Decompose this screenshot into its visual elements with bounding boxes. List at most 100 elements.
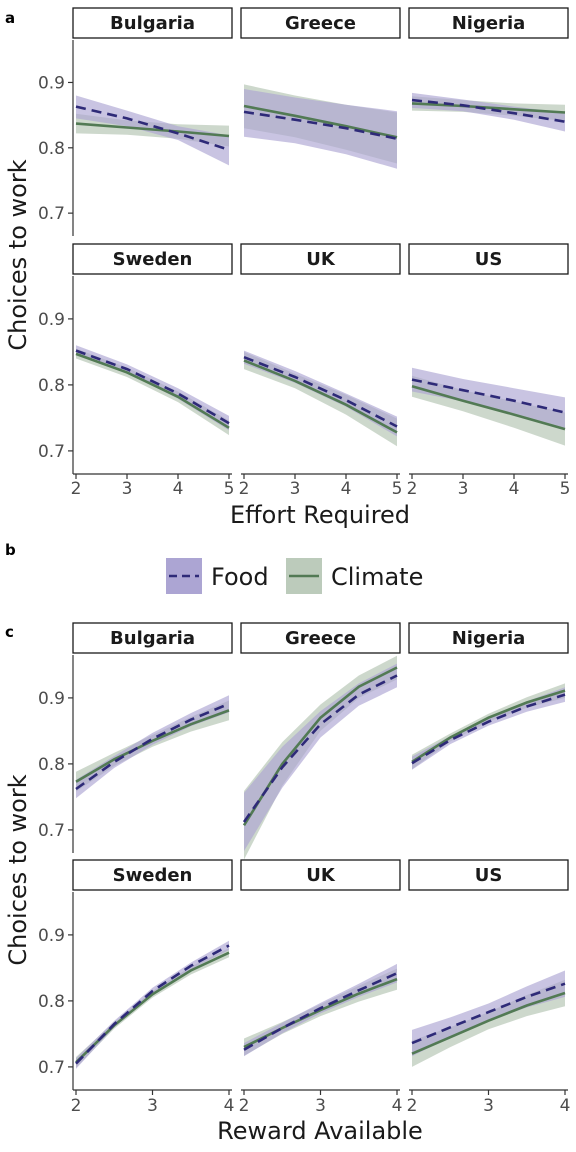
x-tick-label: 5 <box>560 479 571 499</box>
facet-greece: Greece <box>240 622 401 860</box>
food-ci-band <box>412 687 565 770</box>
food-ci-band <box>412 92 565 132</box>
y-tick-label: 0.9 <box>38 926 65 946</box>
facet-title: Sweden <box>113 865 193 886</box>
x-tick-label: 4 <box>224 1096 235 1116</box>
facet-title: Greece <box>285 13 356 34</box>
climate-line <box>75 122 230 138</box>
climate-ci-band <box>76 948 229 1068</box>
facet-nigeria: Nigeria <box>408 7 569 132</box>
x-tick-label: 3 <box>315 1096 326 1116</box>
x-tick-label: 2 <box>239 479 250 499</box>
climate-line <box>242 666 398 826</box>
x-tick-label: 2 <box>407 479 418 499</box>
facet-strip <box>408 243 569 275</box>
y-tick-label: 0.9 <box>38 689 65 709</box>
x-tick-label: 4 <box>560 1096 571 1116</box>
facet-strip <box>72 243 233 275</box>
climate-line <box>411 991 566 1055</box>
climate-line <box>75 951 230 1064</box>
y-tick-label: 0.7 <box>38 442 65 462</box>
food-line <box>411 982 566 1045</box>
climate-line <box>243 104 398 139</box>
food-line <box>75 702 230 791</box>
x-tick-label: 3 <box>458 479 469 499</box>
climate-line <box>411 689 566 763</box>
facet-us: US 2 3 4 <box>407 859 571 1116</box>
food-ci-band <box>76 940 229 1069</box>
panel-letter-b: b <box>5 541 16 559</box>
legend: Food Climate <box>166 558 423 594</box>
x-tick-label: 4 <box>509 479 520 499</box>
climate-line <box>75 709 230 783</box>
facet-title: Sweden <box>113 249 193 270</box>
facet-bulgaria: Bulgaria 0.7 0.8 0.9 <box>38 7 233 236</box>
legend-label-food: Food <box>211 563 269 591</box>
food-line <box>75 105 230 152</box>
y-tick-label: 0.9 <box>38 73 65 93</box>
food-line <box>243 972 398 1051</box>
panel-a-effort-chart: Bulgaria 0.7 0.8 0.9 Greece Nigeria Sweden 0.7 0… <box>4 7 571 529</box>
food-line <box>75 349 230 425</box>
facet-strip <box>240 243 401 275</box>
facet-title: Bulgaria <box>110 628 195 649</box>
facet-title: UK <box>306 865 336 886</box>
y-tick-label: 0.9 <box>38 310 65 330</box>
facet-title: Greece <box>285 628 356 649</box>
food-line <box>243 355 398 428</box>
x-tick-label: 3 <box>122 479 133 499</box>
food-ci-band <box>244 663 397 851</box>
x-axis-title: Reward Available <box>217 1117 423 1145</box>
facet-greece: Greece <box>240 7 401 169</box>
y-tick-label: 0.8 <box>38 755 65 775</box>
facet-strip <box>408 622 569 654</box>
facet-strip <box>240 7 401 39</box>
panel-c-reward-chart: Bulgaria 0.7 0.8 0.9 Greece Nigeria Sweden 0.7 0… <box>4 622 571 1145</box>
facet-title: US <box>475 249 503 270</box>
panel-letter-a: a <box>5 9 15 27</box>
legend-item-food: Food <box>166 558 269 594</box>
facet-bulgaria: Bulgaria 0.7 0.8 0.9 <box>38 622 233 853</box>
facet-us: US 2 3 4 5 <box>407 243 571 499</box>
x-tick-label: 2 <box>239 1096 250 1116</box>
y-tick-label: 0.7 <box>38 204 65 224</box>
facet-strip <box>72 622 233 654</box>
facet-strip <box>72 7 233 39</box>
x-tick-label: 3 <box>483 1096 494 1116</box>
food-line <box>411 98 566 123</box>
x-tick-label: 2 <box>407 1096 418 1116</box>
x-tick-label: 5 <box>224 479 235 499</box>
climate-line <box>411 384 566 431</box>
facet-title: UK <box>306 249 336 270</box>
x-tick-label: 3 <box>290 479 301 499</box>
facet-sweden: Sweden 0.7 0.8 0.9 2 3 4 <box>38 859 235 1116</box>
climate-ci-band <box>76 348 229 436</box>
climate-line <box>243 359 398 434</box>
facet-title: Nigeria <box>452 628 526 649</box>
x-tick-label: 4 <box>173 479 184 499</box>
climate-line <box>75 352 230 429</box>
y-axis-title: Choices to work <box>4 774 32 965</box>
y-tick-label: 0.7 <box>38 1058 65 1078</box>
facet-title: US <box>475 865 503 886</box>
legend-item-climate: Climate <box>286 558 423 594</box>
facet-strip <box>240 622 401 654</box>
y-tick-label: 0.8 <box>38 992 65 1012</box>
facet-title: Bulgaria <box>110 13 195 34</box>
facet-nigeria: Nigeria <box>408 622 569 770</box>
x-tick-label: 2 <box>71 1096 82 1116</box>
facet-strip <box>408 7 569 39</box>
climate-line <box>411 102 566 114</box>
food-line <box>75 944 230 1065</box>
food-ci-band <box>76 695 229 799</box>
facet-uk: UK 2 3 4 5 <box>239 243 403 499</box>
facet-uk: UK 2 3 4 <box>239 859 403 1116</box>
x-tick-label: 4 <box>392 1096 403 1116</box>
food-ci-band <box>412 367 565 428</box>
x-tick-label: 5 <box>392 479 403 499</box>
food-line <box>243 110 398 140</box>
facet-title: Nigeria <box>452 13 526 34</box>
x-axis-title: Effort Required <box>230 501 410 529</box>
y-tick-label: 0.8 <box>38 376 65 396</box>
